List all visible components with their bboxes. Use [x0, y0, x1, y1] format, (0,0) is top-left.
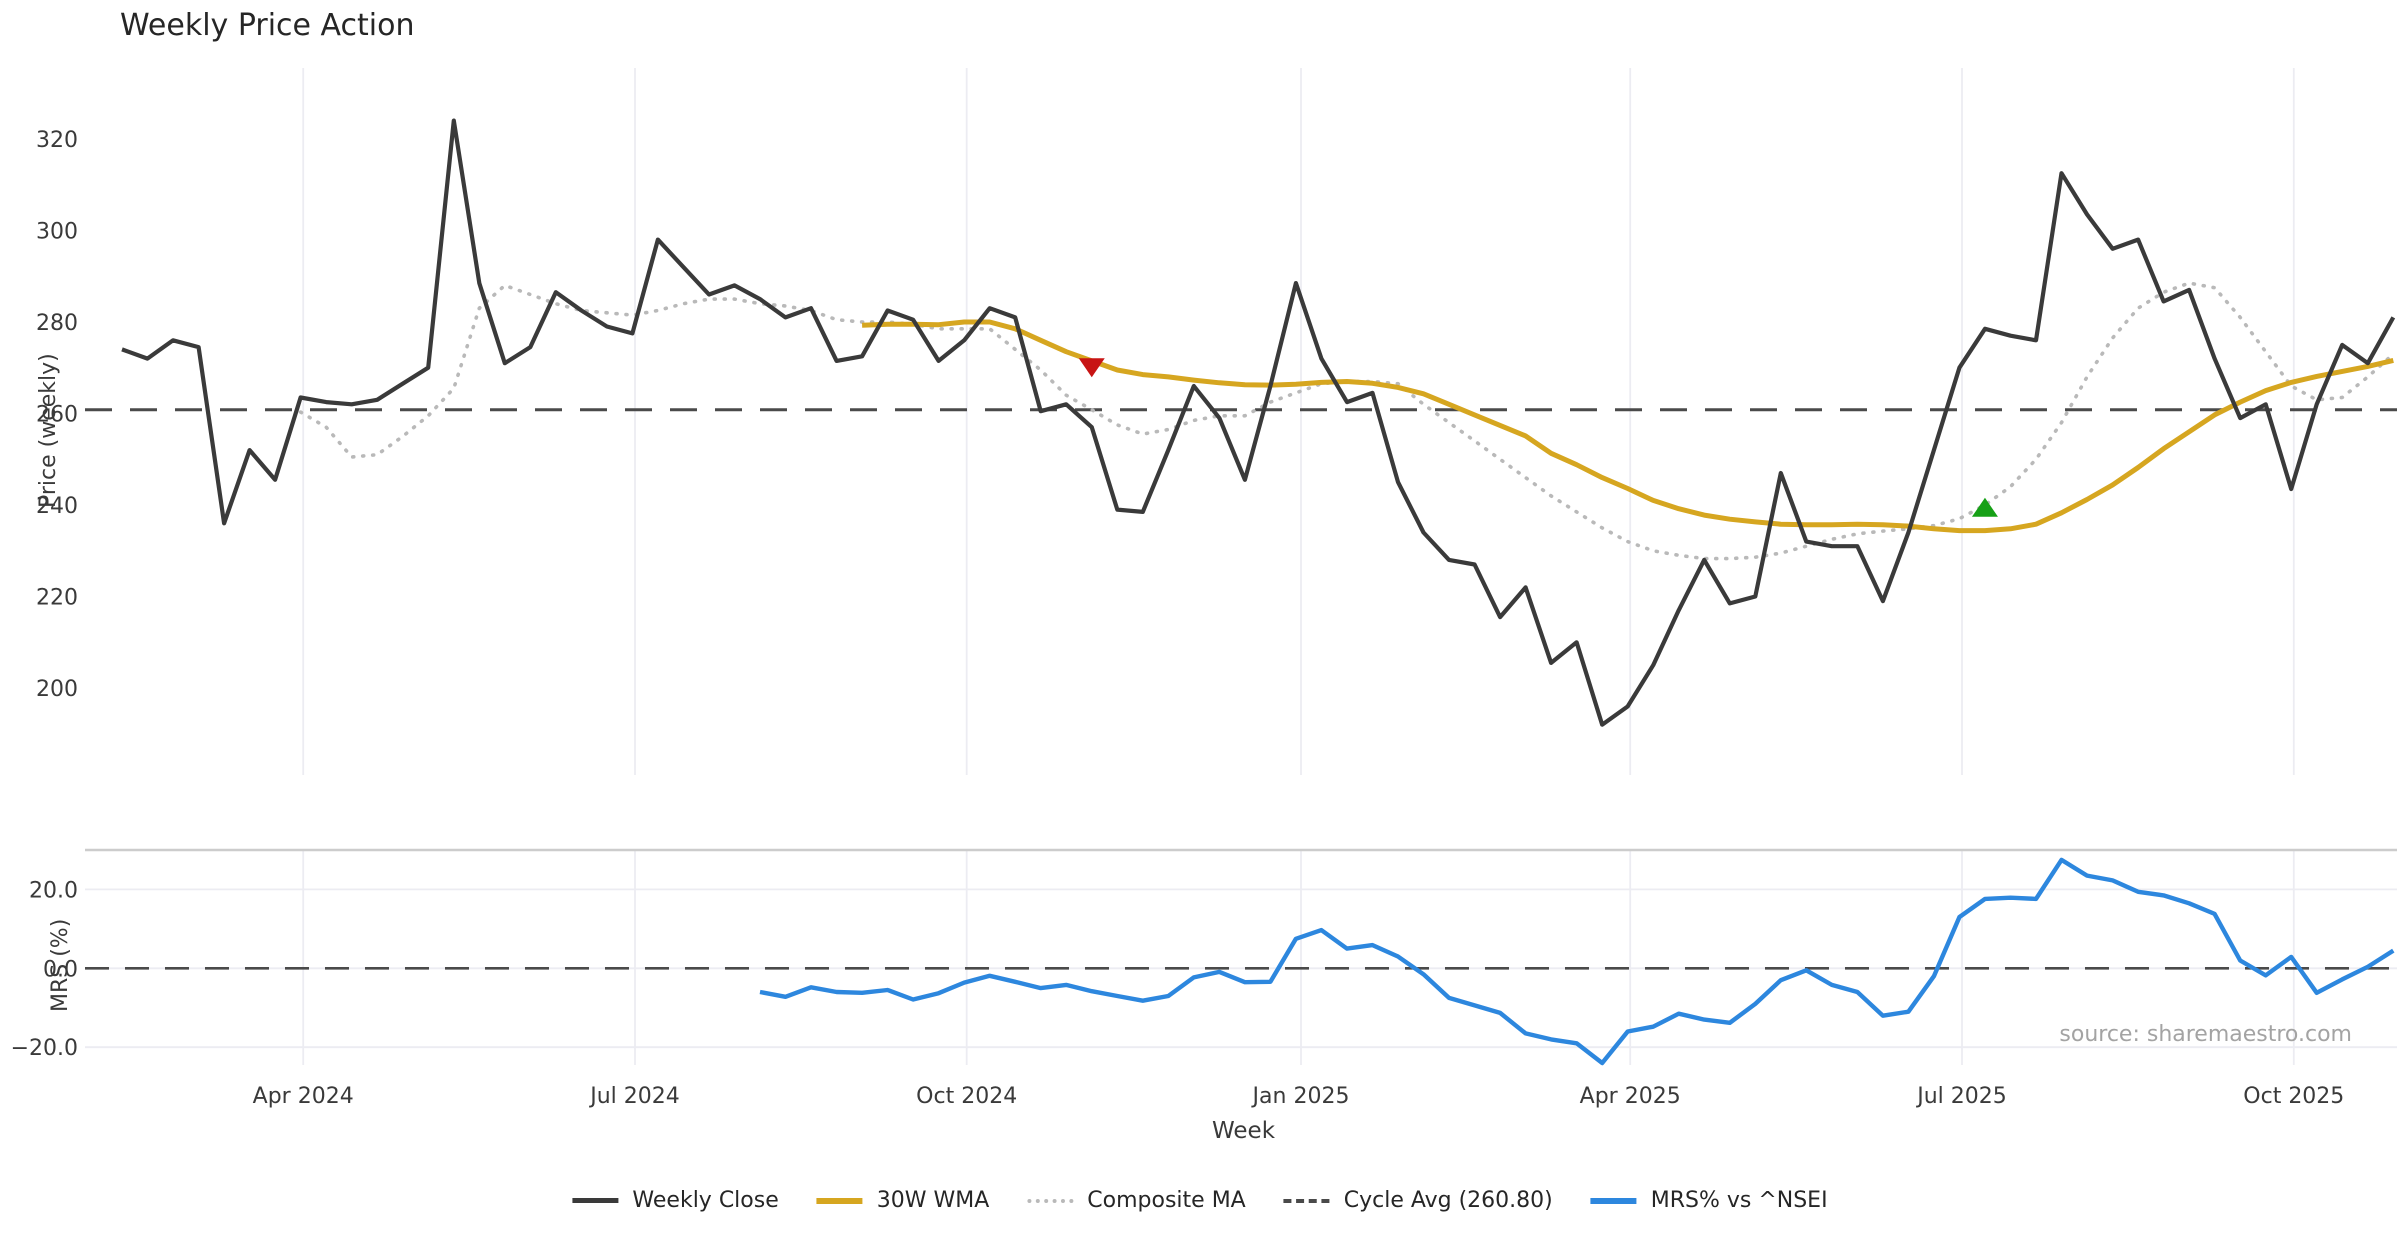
legend-label: Weekly Close: [632, 1188, 779, 1213]
x-tick-label: Jul 2025: [1915, 1084, 2007, 1109]
x-tick-label: Oct 2024: [916, 1084, 1017, 1109]
x-tick-label: Oct 2025: [2243, 1084, 2344, 1109]
legend-item-mrs: MRS% vs ^NSEI: [1590, 1188, 1828, 1213]
price-y-tick-label: 200: [36, 677, 78, 702]
price-y-tick-label: 220: [36, 586, 78, 611]
series-30w-wma: [862, 319, 2394, 534]
series-composite-ma: [298, 281, 2396, 561]
price-y-tick-label: 300: [36, 219, 78, 244]
price-y-tick-label: 280: [36, 311, 78, 336]
legend-item-weekly-close: Weekly Close: [572, 1188, 779, 1213]
composite-ma-line-icon: [1027, 1198, 1074, 1203]
legend-label: 30W WMA: [876, 1188, 990, 1213]
series-weekly-close: [121, 118, 2396, 727]
price-y-tick-label: 320: [36, 128, 78, 153]
weekly-close-line-icon: [572, 1198, 619, 1203]
x-tick-label: Jan 2025: [1251, 1084, 1350, 1109]
series-mrs-vs-nsei: [759, 857, 2395, 1066]
price-y-tick-label: 260: [36, 403, 78, 428]
x-tick-label: Apr 2025: [1580, 1084, 1681, 1109]
source-note: source: sharemaestro.com: [2059, 1022, 2352, 1047]
legend: Weekly Close 30W WMA Composite MA Cycle …: [572, 1188, 1828, 1213]
legend-label: Composite MA: [1087, 1188, 1246, 1213]
price-y-tick-label: 240: [36, 494, 78, 519]
sell-signal-marker-icon: [1078, 358, 1105, 378]
mrs-y-tick-label: 0.0: [43, 957, 78, 982]
x-tick-label: Apr 2024: [253, 1084, 354, 1109]
mrs-line-icon: [1590, 1197, 1637, 1204]
x-axis-title: Week: [1212, 1118, 1276, 1144]
cycle-avg-line-icon: [1283, 1198, 1330, 1203]
x-tick-label: Jul 2024: [588, 1084, 680, 1109]
price-axis-title: Price (weekly): [36, 353, 61, 508]
page-title: Weekly Price Action: [120, 8, 415, 43]
legend-item-30w-wma: 30W WMA: [816, 1188, 990, 1213]
mrs-y-tick-label: −20.0: [11, 1036, 78, 1061]
legend-item-composite-ma: Composite MA: [1027, 1188, 1246, 1213]
mrs-axis-title: MRS (%): [48, 918, 73, 1012]
legend-label: MRS% vs ^NSEI: [1650, 1188, 1828, 1213]
buy-signal-marker-icon: [1971, 497, 1998, 517]
legend-label: Cycle Avg (260.80): [1343, 1188, 1553, 1213]
mrs-y-tick-label: 20.0: [29, 878, 78, 903]
legend-item-cycle-avg: Cycle Avg (260.80): [1283, 1188, 1553, 1213]
wma-line-icon: [816, 1197, 863, 1204]
